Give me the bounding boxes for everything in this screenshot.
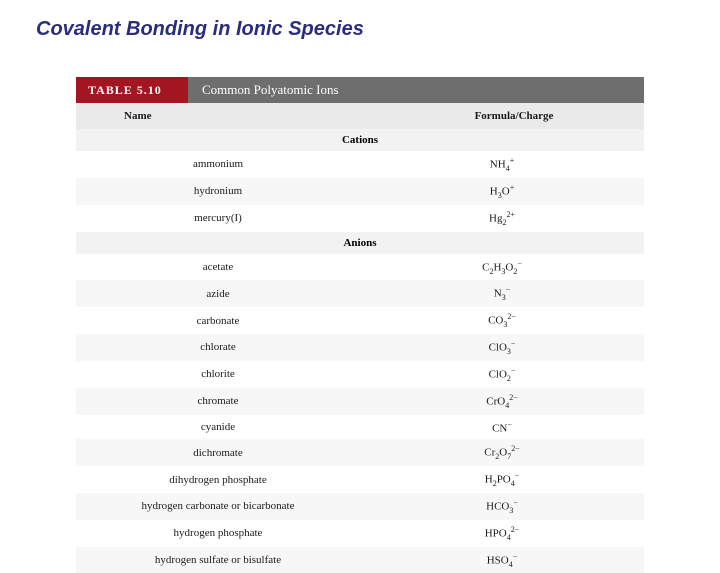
col-header-formula: Formula/Charge (384, 110, 644, 122)
ion-formula: ClO2− (360, 366, 644, 383)
ion-formula: ClO3− (360, 339, 644, 356)
ion-name: acetate (76, 261, 360, 273)
table-row: ammoniumNH4+ (76, 151, 644, 178)
ion-formula: Hg22+ (360, 210, 644, 227)
section-heading: Cations (76, 129, 644, 151)
table-row: hydrogen sulfate or bisulfateHSO4− (76, 547, 644, 573)
ion-formula: HSO4− (360, 552, 644, 569)
column-headers: Name Formula/Charge (76, 103, 644, 129)
section-heading: Anions (76, 232, 644, 254)
ion-formula: CN− (360, 420, 644, 435)
ion-formula: HPO42− (360, 525, 644, 542)
table-row: hydroniumH3O+ (76, 178, 644, 205)
rows-container: acetateC2H3O2−azideN3−carbonateCO32−chlo… (76, 254, 644, 573)
page-title: Covalent Bonding in Ionic Species (36, 18, 688, 41)
ion-formula: Cr2O72− (360, 444, 644, 461)
ion-name: ammonium (76, 158, 360, 170)
table-row: cyanideCN− (76, 415, 644, 440)
ion-name: hydrogen carbonate or bicarbonate (76, 500, 360, 512)
ion-formula: N3− (360, 285, 644, 302)
ion-name: carbonate (76, 315, 360, 327)
table-row: hydrogen carbonate or bicarbonateHCO3− (76, 493, 644, 520)
col-header-name: Name (76, 110, 384, 122)
table-header-bar: TABLE 5.10 Common Polyatomic Ions (76, 77, 644, 103)
ion-name: azide (76, 288, 360, 300)
ion-name: dihydrogen phosphate (76, 474, 360, 486)
ion-formula: CO32− (360, 312, 644, 329)
table-row: acetateC2H3O2− (76, 254, 644, 281)
ion-formula: H3O+ (360, 183, 644, 200)
rows-container: ammoniumNH4+hydroniumH3O+mercury(I)Hg22+ (76, 151, 644, 232)
table-row: chlorateClO3− (76, 334, 644, 361)
table-body: CationsammoniumNH4+hydroniumH3O+mercury(… (76, 129, 644, 573)
ion-name: cyanide (76, 421, 360, 433)
ion-name: dichromate (76, 447, 360, 459)
table-number: TABLE 5.10 (76, 77, 188, 103)
ion-name: hydrogen phosphate (76, 527, 360, 539)
table-row: mercury(I)Hg22+ (76, 205, 644, 232)
table-row: chloriteClO2− (76, 361, 644, 388)
ion-formula: CrO42− (360, 393, 644, 410)
ion-name: chlorate (76, 341, 360, 353)
ion-formula: H2PO4− (360, 471, 644, 488)
table-row: dichromateCr2O72− (76, 439, 644, 466)
ion-name: mercury(I) (76, 212, 360, 224)
ion-name: chlorite (76, 368, 360, 380)
table-row: carbonateCO32− (76, 307, 644, 334)
ion-name: hydrogen sulfate or bisulfate (76, 554, 360, 566)
polyatomic-ions-table: TABLE 5.10 Common Polyatomic Ions Name F… (76, 77, 644, 573)
ion-formula: HCO3− (360, 498, 644, 515)
ion-name: hydronium (76, 185, 360, 197)
table-row: dihydrogen phosphateH2PO4− (76, 466, 644, 493)
ion-name: chromate (76, 395, 360, 407)
table-row: chromateCrO42− (76, 388, 644, 415)
table-caption: Common Polyatomic Ions (188, 77, 644, 103)
ion-formula: C2H3O2− (360, 259, 644, 276)
table-row: azideN3− (76, 280, 644, 307)
table-row: hydrogen phosphateHPO42− (76, 520, 644, 547)
ion-formula: NH4+ (360, 156, 644, 173)
